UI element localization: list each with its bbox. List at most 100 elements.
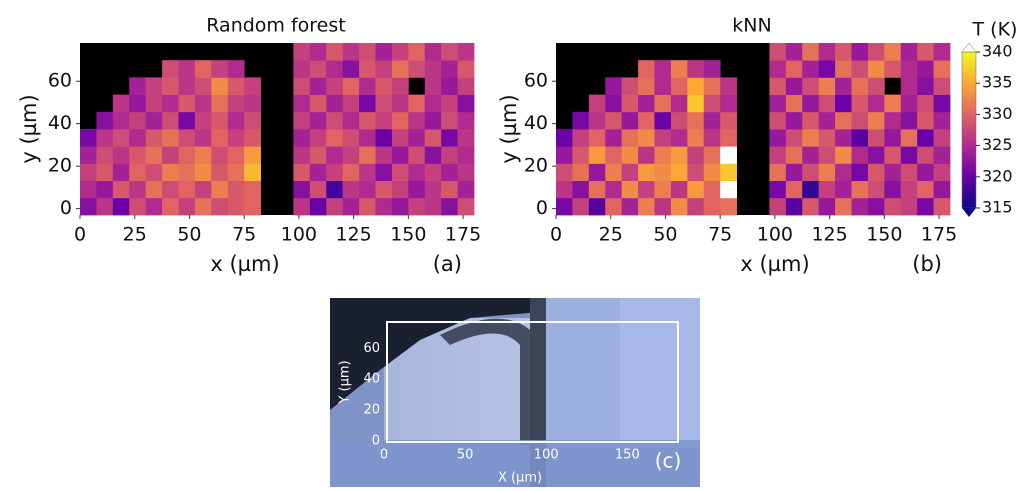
- heat-cell: [670, 146, 688, 164]
- heat-cell: [178, 163, 196, 181]
- heat-cell: [720, 146, 737, 164]
- heat-cell: [687, 60, 705, 78]
- heat-cell: [211, 180, 229, 199]
- heat-cell: [588, 111, 606, 130]
- heat-cell: [391, 60, 409, 78]
- heat-cell: [933, 180, 951, 199]
- heat-cell: [293, 77, 311, 95]
- heat-cell: [769, 60, 787, 78]
- heat-cell: [112, 111, 130, 130]
- heat-cell: [112, 129, 130, 147]
- heat-cell: [457, 163, 475, 181]
- heat-cell: [917, 129, 934, 147]
- heat-cell: [851, 60, 869, 78]
- heat-cell: [621, 94, 639, 113]
- heat-cell: [424, 111, 442, 130]
- heat-cell: [227, 60, 245, 78]
- heat-cell: [194, 180, 212, 199]
- heat-cell: [818, 197, 836, 216]
- heat-cell: [654, 94, 672, 113]
- panel-label: (b): [912, 252, 942, 276]
- heat-cell: [326, 163, 344, 181]
- x-axis-label: x (µm): [210, 252, 279, 276]
- heat-cell: [556, 197, 573, 216]
- x-tick-label: 50: [457, 448, 474, 463]
- heat-cell: [129, 146, 147, 164]
- heat-cell: [391, 197, 409, 216]
- heat-cell: [227, 146, 245, 164]
- heat-cell: [900, 163, 918, 181]
- heat-cell: [670, 94, 688, 113]
- heat-cell: [769, 129, 787, 147]
- heat-cell: [211, 163, 229, 181]
- heat-cell: [112, 197, 130, 216]
- heat-cell: [605, 146, 623, 164]
- heat-cell: [769, 77, 787, 95]
- heat-cell: [342, 111, 360, 130]
- heat-cell: [588, 146, 606, 164]
- heat-cell: [145, 94, 163, 113]
- heat-cell: [80, 197, 97, 216]
- heat-cell: [556, 146, 573, 164]
- heat-cell: [785, 129, 803, 147]
- heat-cell: [162, 94, 179, 113]
- heat-cell: [194, 94, 212, 113]
- heat-cell: [572, 180, 590, 199]
- heat-cell: [96, 111, 114, 130]
- heat-cell: [835, 111, 852, 130]
- heat-cell: [572, 197, 590, 216]
- y-tick-label: 60: [48, 70, 72, 92]
- heat-cell: [375, 43, 393, 61]
- heat-cell: [309, 197, 327, 216]
- heat-cell: [654, 163, 672, 181]
- heat-cell: [703, 60, 721, 78]
- heat-cell: [687, 180, 705, 199]
- heat-cell: [867, 43, 885, 61]
- heat-cell: [769, 43, 787, 61]
- heat-cell: [326, 77, 344, 95]
- colorbar-over: [961, 42, 977, 53]
- heat-cell: [687, 129, 705, 147]
- heat-cell: [638, 146, 655, 164]
- heat-cell: [96, 197, 114, 216]
- x-tick-label: 75: [232, 224, 256, 246]
- heat-cell: [96, 180, 114, 199]
- heat-cell: [769, 146, 787, 164]
- x-tick-label: 50: [653, 224, 677, 246]
- heat-cell: [457, 180, 475, 199]
- heat-cell: [687, 77, 705, 95]
- heat-cell: [900, 43, 918, 61]
- heat-cell: [785, 163, 803, 181]
- heat-cell: [917, 180, 934, 199]
- heat-cell: [129, 94, 147, 113]
- heat-cell: [162, 60, 179, 78]
- heat-cell: [556, 180, 573, 199]
- heat-cell: [112, 94, 130, 113]
- heat-cell: [359, 94, 376, 113]
- heat-cell: [851, 146, 869, 164]
- heat-cell: [96, 146, 114, 164]
- heat-cell: [129, 111, 147, 130]
- heat-cell: [900, 180, 918, 199]
- heat-cell: [785, 77, 803, 95]
- heat-cell: [375, 111, 393, 130]
- heat-cell: [638, 77, 655, 95]
- heat-cell: [621, 129, 639, 147]
- chart-title: kNN: [732, 15, 771, 37]
- y-axis-label: y (µm): [497, 94, 521, 163]
- heat-cell: [572, 163, 590, 181]
- y-tick-label: 0: [536, 197, 548, 219]
- heat-cell: [900, 129, 918, 147]
- heat-cell: [80, 180, 97, 199]
- heat-cell: [605, 129, 623, 147]
- heat-cell: [851, 111, 869, 130]
- heat-cell: [342, 146, 360, 164]
- heat-cell: [457, 43, 475, 61]
- x-tick-label: 150: [615, 448, 640, 463]
- heat-cell: [802, 77, 820, 95]
- heat-cell: [638, 163, 655, 181]
- heat-cell: [162, 129, 179, 147]
- heat-cell: [342, 60, 360, 78]
- heat-cell: [588, 180, 606, 199]
- heat-cell: [654, 146, 672, 164]
